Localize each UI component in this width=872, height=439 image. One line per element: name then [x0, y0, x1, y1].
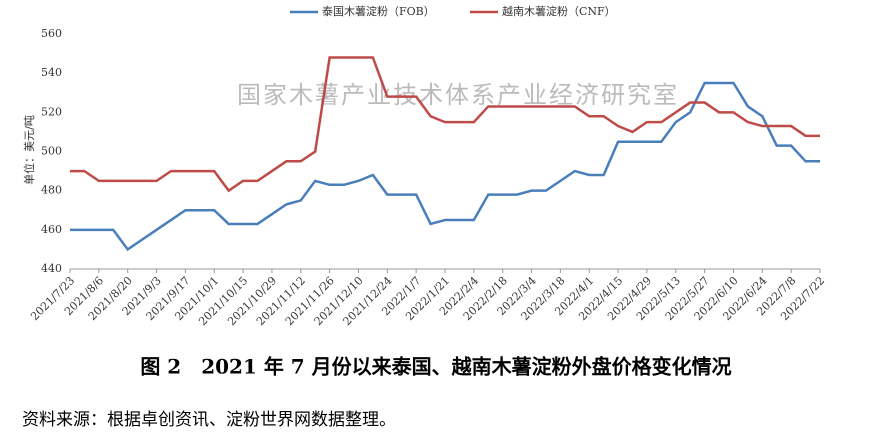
y-tick-label: 520: [41, 105, 62, 118]
watermark: 国家木薯产业技术体系产业经济研究室: [237, 81, 679, 109]
source-note: 资料来源：根据卓创资讯、淀粉世界网数据整理。: [22, 410, 396, 430]
y-tick-label: 540: [41, 66, 62, 79]
y-tick-label: 480: [41, 184, 62, 197]
y-tick-label: 560: [41, 27, 62, 40]
caption: 图 2 2021 年 7 月份以来泰国、越南木薯淀粉外盘价格变化情况: [140, 355, 731, 379]
y-axis-label: 单位：美元/吨: [22, 115, 36, 185]
y-tick-label: 500: [41, 145, 62, 158]
y-tick-label: 440: [41, 262, 62, 275]
legend-label: 越南木薯淀粉（CNF）: [502, 4, 616, 18]
series-line: [70, 56, 820, 193]
y-tick-label: 460: [41, 223, 62, 236]
legend-label: 泰国木薯淀粉（FOB）: [322, 4, 435, 18]
